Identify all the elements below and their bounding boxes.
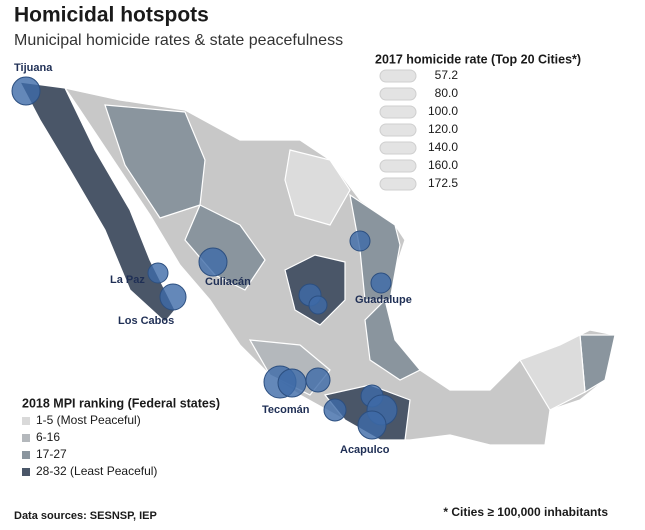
legend-label: 80.0 (435, 86, 459, 100)
city-marker (11, 76, 41, 106)
city-label: La Paz (110, 274, 145, 286)
legend-swatch (22, 451, 30, 459)
legend-swatch (379, 159, 417, 173)
legend-label: 120.0 (428, 122, 458, 136)
legend-label: 1-5 (Most Peaceful) (36, 413, 141, 427)
legend-swatch (379, 123, 417, 137)
legend-swatch (379, 87, 417, 101)
state-region (579, 334, 616, 394)
sources: Data sources: SESNSP, IEP (14, 510, 157, 522)
legend-label: 140.0 (428, 140, 458, 154)
state-region (284, 149, 351, 226)
legend-label: 100.0 (428, 104, 458, 118)
city-marker (198, 247, 228, 277)
city-label: Culiacán (205, 276, 251, 288)
city-marker (305, 367, 331, 393)
title: Homicidal hotspots (14, 4, 209, 27)
state-region (519, 334, 586, 411)
city-label: Tecomán (262, 404, 310, 416)
city-marker (370, 272, 392, 294)
rate-legend: 57.2 80.0 100.0 120.0 140.0 160.0 172.5 (379, 68, 459, 191)
legend-swatch (379, 177, 417, 191)
legend-label: 6-16 (36, 430, 60, 444)
city-marker (159, 283, 187, 311)
mpi-legend: 1-5 (Most Peaceful) 6-16 17-27 28-32 (Least… (22, 413, 157, 478)
legend-swatch (22, 468, 30, 476)
legend-swatch (379, 105, 417, 119)
legend-swatch (22, 417, 30, 425)
mpi-legend-title: 2018 MPI ranking (Federal states) (22, 396, 220, 410)
state-region (364, 298, 421, 381)
city-label: Tijuana (14, 62, 53, 74)
legend-label: 28-32 (Least Peaceful) (36, 464, 157, 478)
city-marker (357, 410, 387, 440)
city-label: Acapulco (340, 444, 390, 456)
legend-swatch (379, 141, 417, 155)
city-marker (308, 295, 328, 315)
legend-label: 17-27 (36, 447, 67, 461)
legend-label: 57.2 (435, 68, 459, 82)
legend-swatch (22, 434, 30, 442)
city-marker (323, 398, 347, 422)
city-label: Los Cabos (118, 315, 174, 327)
rate-legend-title: 2017 homicide rate (Top 20 Cities*) (375, 52, 581, 66)
subtitle: Municipal homicide rates & state peacefu… (14, 32, 343, 49)
legend-label: 172.5 (428, 176, 458, 190)
legend-label: 160.0 (428, 158, 458, 172)
map (18, 81, 616, 446)
legend-swatch (379, 69, 417, 83)
city-marker (147, 262, 169, 284)
baja-california (18, 81, 176, 323)
state-region (184, 204, 266, 291)
city-markers (11, 76, 398, 440)
city-marker (349, 230, 371, 252)
city-marker (277, 368, 307, 398)
city-label: Guadalupe (355, 294, 412, 306)
footnote: * Cities ≥ 100,000 inhabitants (443, 505, 608, 519)
